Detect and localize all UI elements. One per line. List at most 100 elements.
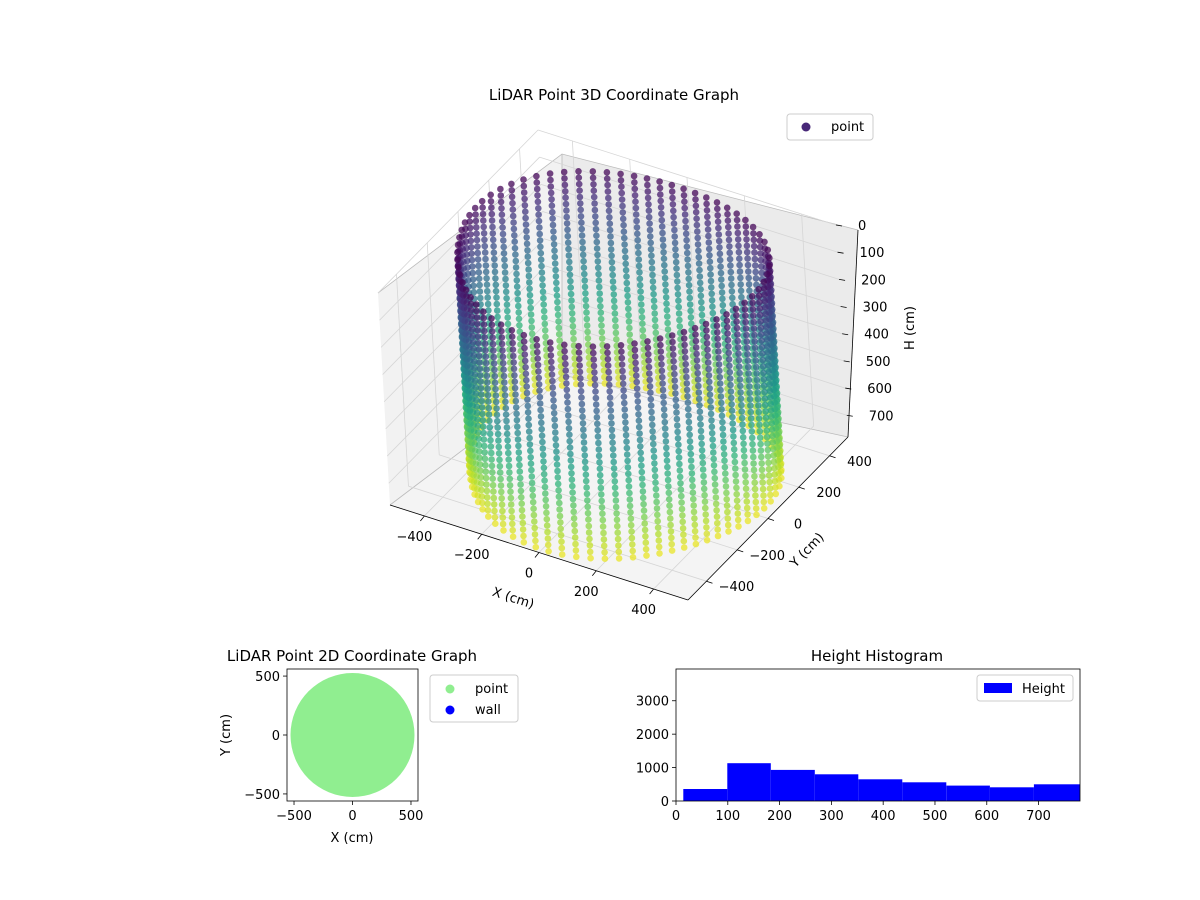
point-3d: [751, 331, 758, 339]
point-3d: [623, 286, 631, 293]
point-3d: [557, 525, 564, 533]
point-3d: [490, 249, 498, 256]
point-3d: [651, 316, 659, 324]
point-3d: [480, 314, 487, 322]
point-3d: [544, 528, 551, 536]
point-3d: [640, 507, 648, 514]
point-3d: [499, 359, 507, 367]
point-3d: [747, 408, 754, 416]
point-3d: [533, 342, 541, 350]
point-3d: [658, 210, 665, 218]
point-3d: [714, 341, 722, 349]
point-3d: [762, 304, 769, 311]
point-3d: [580, 426, 587, 434]
point-3d: [597, 315, 605, 323]
point-3d: [535, 381, 543, 388]
point-3d: [476, 281, 483, 289]
point-3d: [672, 390, 679, 397]
point-3d: [598, 491, 605, 498]
point-3d: [642, 539, 650, 546]
point-3d: [717, 269, 725, 277]
point-3d: [648, 258, 656, 266]
point-3d: [636, 436, 644, 444]
point-3d: [491, 262, 499, 269]
point-3d: [772, 484, 779, 491]
point-3d: [603, 175, 611, 182]
point-3d: [743, 504, 751, 512]
point-3d: [768, 413, 775, 421]
point-3d: [709, 442, 717, 450]
grid-line-z: [539, 156, 838, 253]
point-3d: [737, 389, 744, 396]
y-tick-label-hist: 3000: [636, 695, 669, 710]
point-3d: [719, 301, 727, 309]
point-3d: [523, 234, 530, 241]
x-axis-label-2d: X (cm): [331, 831, 374, 846]
point-3d: [509, 339, 516, 347]
point-3d: [552, 266, 559, 274]
point-3d: [513, 410, 520, 418]
point-3d: [491, 255, 498, 263]
point-3d: [660, 406, 668, 413]
z-tick-label-3d: 700: [869, 409, 894, 424]
point-3d: [667, 515, 674, 522]
point-3d: [681, 211, 689, 218]
point-3d: [675, 297, 682, 305]
point-3d: [673, 409, 680, 416]
point-3d: [612, 329, 620, 337]
point-3d: [708, 417, 715, 424]
point-3d: [597, 303, 604, 310]
point-3d: [535, 205, 542, 212]
point-3d: [555, 330, 563, 338]
point-3d: [547, 189, 555, 197]
point-3d: [727, 381, 734, 389]
point-3d: [685, 269, 692, 276]
point-3d: [608, 252, 615, 260]
point-3d: [490, 360, 498, 367]
point-3d: [710, 449, 717, 456]
point-3d: [713, 507, 720, 514]
point-3d: [752, 275, 760, 282]
point-3d: [552, 435, 559, 443]
point-3d: [730, 439, 738, 447]
point-3d: [534, 361, 542, 369]
point-3d: [751, 344, 759, 352]
point-3d: [526, 434, 533, 442]
point-3d: [599, 523, 607, 530]
point-3d: [617, 170, 624, 178]
point-3d: [475, 269, 483, 276]
z-tick-label-3d: 200: [861, 273, 886, 288]
point-3d: [746, 389, 753, 397]
point-3d: [598, 335, 606, 342]
point-3d: [497, 192, 505, 199]
point-3d: [708, 284, 715, 291]
point-3d: [644, 344, 652, 352]
point-3d: [715, 224, 722, 232]
point-3d: [490, 494, 498, 502]
point-3d: [571, 534, 579, 541]
point-3d: [476, 288, 484, 295]
point-3d: [700, 485, 708, 493]
point-3d: [603, 343, 611, 350]
point-3d: [714, 335, 721, 343]
point-3d: [493, 307, 501, 314]
point-3d: [722, 483, 730, 490]
point-3d: [542, 503, 550, 510]
z-tick-mark: [840, 306, 847, 308]
point-3d: [697, 292, 705, 300]
point-3d: [688, 470, 696, 477]
point-3d: [612, 323, 619, 330]
point-3d: [472, 377, 479, 385]
point-3d: [489, 223, 496, 231]
point-3d: [633, 224, 641, 231]
point-3d: [522, 214, 529, 222]
point-3d: [621, 234, 628, 242]
point-3d: [537, 243, 544, 251]
point-3d: [525, 272, 533, 280]
point-3d: [544, 541, 552, 549]
point-3d: [620, 228, 628, 235]
point-3d: [607, 407, 615, 414]
point-3d: [567, 290, 575, 298]
point-3d: [691, 324, 699, 332]
point-3d: [583, 322, 591, 329]
